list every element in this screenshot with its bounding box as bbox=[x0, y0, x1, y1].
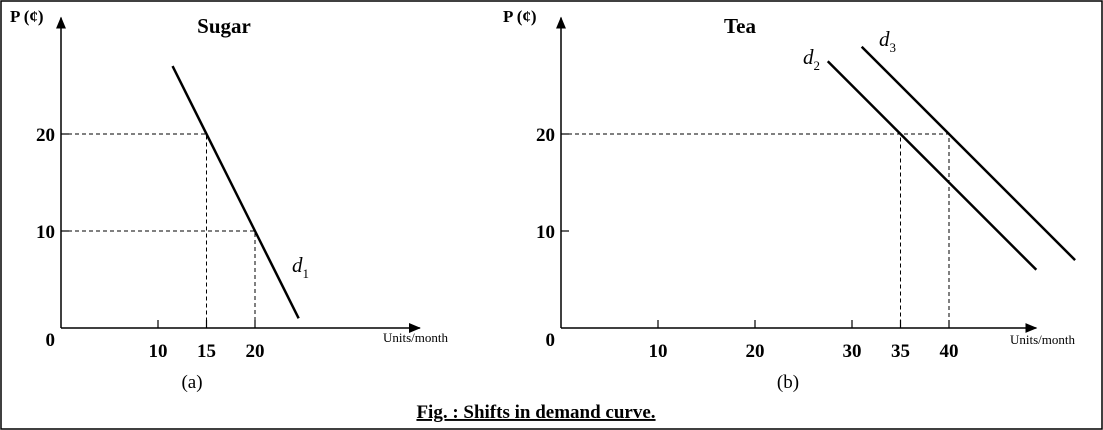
demand-curve bbox=[860, 45, 1076, 261]
x-tick-label: 10 bbox=[649, 341, 668, 362]
x-tick-label: 20 bbox=[746, 341, 765, 362]
panel-label: (a) bbox=[181, 372, 202, 393]
caption: Fig. : Shifts in demand curve. bbox=[416, 402, 655, 423]
series-label-sub: 2 bbox=[814, 58, 821, 73]
guide-line bbox=[561, 133, 901, 328]
guide-line bbox=[61, 133, 207, 328]
y-tick-label: 20 bbox=[536, 125, 555, 146]
series-label: d3 bbox=[879, 27, 896, 55]
y-tick-label: 10 bbox=[36, 222, 55, 243]
x-tick-label: 30 bbox=[843, 341, 862, 362]
x-tick-label: 35 bbox=[891, 341, 910, 362]
guide-line bbox=[61, 230, 256, 328]
panel-label: (b) bbox=[777, 372, 799, 393]
y-tick-label: 0 bbox=[546, 330, 556, 351]
y-tick-label: 10 bbox=[536, 222, 555, 243]
series-label-main: d bbox=[879, 27, 890, 51]
x-tick-label: 10 bbox=[149, 341, 168, 362]
demand-curve bbox=[826, 60, 1038, 271]
demand-curve bbox=[171, 65, 300, 319]
series-label: d2 bbox=[803, 45, 820, 73]
guide-line bbox=[561, 133, 950, 328]
x-axis-label: Units/month bbox=[383, 330, 449, 345]
chart-title: Sugar bbox=[197, 14, 251, 38]
series-label: d1 bbox=[292, 253, 309, 281]
y-tick-label: 0 bbox=[46, 330, 56, 351]
y-axis-label: P (¢) bbox=[503, 7, 537, 26]
series-label-main: d bbox=[803, 45, 814, 69]
x-tick-label: 20 bbox=[246, 341, 265, 362]
series-label-sub: 1 bbox=[303, 266, 310, 281]
chart-title: Tea bbox=[724, 14, 756, 38]
y-tick-label: 20 bbox=[36, 125, 55, 146]
series-label-main: d bbox=[292, 253, 303, 277]
x-tick-label: 15 bbox=[197, 341, 216, 362]
x-tick-label: 40 bbox=[940, 341, 959, 362]
x-axis-label: Units/month bbox=[1010, 332, 1076, 347]
series-label-sub: 3 bbox=[890, 40, 897, 55]
y-axis-label: P (¢) bbox=[10, 7, 44, 26]
